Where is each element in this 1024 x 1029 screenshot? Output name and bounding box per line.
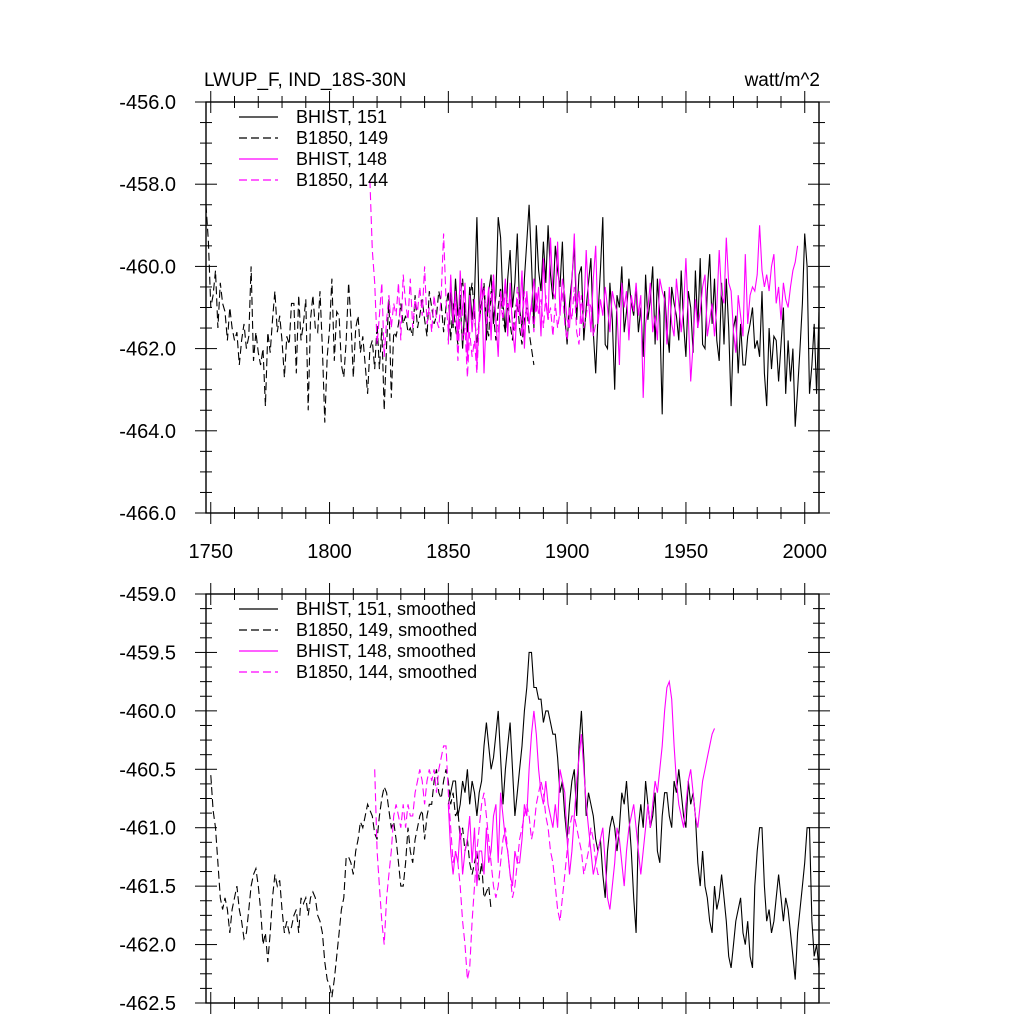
series-line-1 <box>447 204 819 427</box>
chart-units: watt/m^2 <box>744 70 820 91</box>
legend-label-4: B1850, 144 <box>296 170 388 190</box>
y-tick-label: -462.0 <box>119 339 176 361</box>
x-tick-label: 1750 <box>189 541 234 563</box>
series-line-1 <box>447 651 819 980</box>
y-tick-label: -461.5 <box>119 876 176 898</box>
legend-label-1: BHIST, 151 <box>296 107 387 127</box>
y-tick-label: -464.0 <box>119 421 176 443</box>
legend-label-3: BHIST, 148, smoothed <box>296 641 476 661</box>
y-tick-label: -456.0 <box>119 92 176 114</box>
legend-label-2: B1850, 149 <box>296 128 388 148</box>
chart-panel-2: -462.5 -462.0 -461.5 -461.0 -460.5 -460.0 -459… <box>119 583 830 1015</box>
series-line-2 <box>210 769 492 998</box>
x-tick-label: 1850 <box>426 541 471 563</box>
y-tick-label: -460.5 <box>119 759 176 781</box>
x-tick-label: 1900 <box>545 541 590 563</box>
legend-label-4: B1850, 144, smoothed <box>296 662 477 682</box>
y-tick-label: -459.0 <box>119 584 176 606</box>
series-line-4 <box>374 745 601 980</box>
legend-label-3: BHIST, 148 <box>296 149 387 169</box>
x-tick-label: 1950 <box>664 541 709 563</box>
chart-panel-1: 1750 1800 1850 1900 1950 2000 -466.0 -464.0 -462… <box>119 91 830 563</box>
y-tick-label: -461.0 <box>119 818 176 840</box>
series-line-3 <box>447 225 799 398</box>
y-tick-label: -460.0 <box>119 256 176 278</box>
y-tick-label: -462.0 <box>119 935 176 957</box>
series-line-3 <box>447 679 716 910</box>
y-tick-label: -460.0 <box>119 701 176 723</box>
legend-label-2: B1850, 149, smoothed <box>296 620 477 640</box>
chart-title: LWUP_F, IND_18S-30N <box>204 70 406 91</box>
series-line-2 <box>206 204 535 423</box>
y-tick-label: -466.0 <box>119 503 176 525</box>
x-tick-label: 2000 <box>782 541 827 563</box>
series-line-4 <box>369 180 597 378</box>
y-tick-label: -458.0 <box>119 174 176 196</box>
x-tick-label: 1800 <box>307 541 352 563</box>
y-tick-label: -462.5 <box>119 993 176 1015</box>
y-tick-label: -459.5 <box>119 642 176 664</box>
legend-label-1: BHIST, 151, smoothed <box>296 599 476 619</box>
